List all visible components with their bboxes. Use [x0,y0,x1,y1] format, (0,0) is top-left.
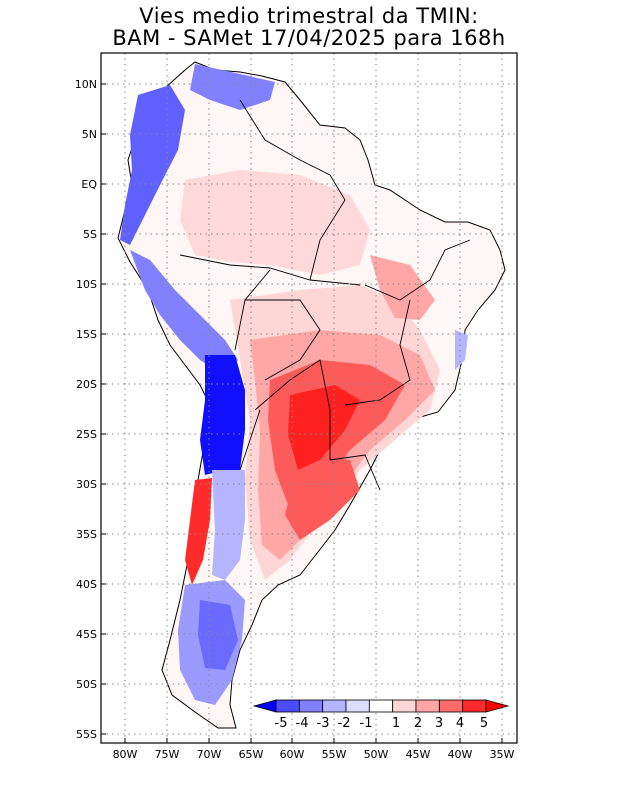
latitude-labels: 10N 5N EQ 5S 10S 15S 20S 25S 30S 35S 40S… [75,78,98,741]
colorbar-cell [322,699,347,713]
lon-label-40w: 40W [448,748,473,761]
lat-label-5s: 5S [83,228,97,241]
map-title-line1: Vies medio trimestral da TMIN: [139,4,479,28]
colorbar-label-4: 4 [456,716,464,731]
colorbar-label-minus4: -4 [296,716,309,731]
warm-bias-chile-strip [185,478,212,585]
cold-bias-ne-coast [455,330,468,370]
map-title-line2: BAM - SAMet 17/04/2025 para 168h [112,26,506,50]
warm-bias-max [288,385,360,470]
colorbar-label-minus2: -2 [338,716,351,731]
colorbar-cell [368,699,394,713]
lat-label-10s: 10S [76,278,97,291]
lat-label-50s: 50S [76,678,97,691]
cold-bias-north-coast [190,64,275,110]
lon-label-60w: 60W [280,748,305,761]
colorbar-cell [415,699,440,713]
lon-label-80w: 80W [113,748,138,761]
colorbar-labels: -5 -4 -3 -2 -1 1 2 3 4 5 [275,716,489,731]
cold-bias-chile-andes [200,355,245,475]
axis-ticks [101,83,503,743]
colorbar-cell [438,699,464,713]
lat-label-20s: 20S [76,378,97,391]
lon-label-45w: 45W [406,748,431,761]
colorbar-label-2: 2 [414,716,422,731]
colorbar-label-3: 3 [435,716,443,731]
warm-bias-strong-south [285,455,360,540]
cold-bias-colombia-andes [120,85,185,245]
colorbar-arrow-high [485,699,510,713]
colorbar-label-1: 1 [392,716,400,731]
colorbar-label-minus5: -5 [275,716,288,731]
warm-bias-pale-north [180,170,370,275]
lat-label-10n: 10N [75,78,97,91]
colorbar-cell [392,699,417,713]
cold-bias-patagonia-core [198,600,238,670]
lat-label-5n: 5N [82,128,97,141]
colorbar-cell [275,699,300,713]
lon-label-70w: 70W [197,748,222,761]
lon-label-75w: 75W [155,748,180,761]
lat-label-30s: 30S [76,478,97,491]
lat-label-55s: 55S [76,728,97,741]
lat-label-45s: 45S [76,628,97,641]
lon-label-65w: 65W [239,748,264,761]
colorbar-label-minus1: -1 [360,716,373,731]
lat-label-40s: 40S [76,578,97,591]
colorbar-cells [252,699,510,713]
longitude-labels: 80W 75W 70W 65W 60W 55W 50W 45W 40W 35W [113,748,515,761]
colorbar-cell [462,699,487,713]
warm-bias-medium-ne [370,255,435,320]
map-frame [100,52,518,744]
cold-bias-central-chile [212,470,245,580]
lat-label-15s: 15S [76,328,97,341]
colorbar-cell [345,699,370,713]
lat-label-35s: 35S [76,528,97,541]
cold-bias-peru-andes [130,250,238,375]
map-content [117,61,506,729]
colorbar-label-5: 5 [480,716,488,731]
lat-label-25s: 25S [76,428,97,441]
map-gridlines [101,53,517,743]
colorbar-cell [298,699,324,713]
lon-label-55w: 55W [322,748,347,761]
colorbar-label-minus3: -3 [317,716,330,731]
country-borders [179,99,471,491]
lat-label-eq: EQ [81,178,97,191]
colorbar: -5 -4 -3 -2 -1 1 2 3 4 5 [252,699,510,731]
lon-label-35w: 35W [490,748,515,761]
lon-label-50w: 50W [364,748,389,761]
